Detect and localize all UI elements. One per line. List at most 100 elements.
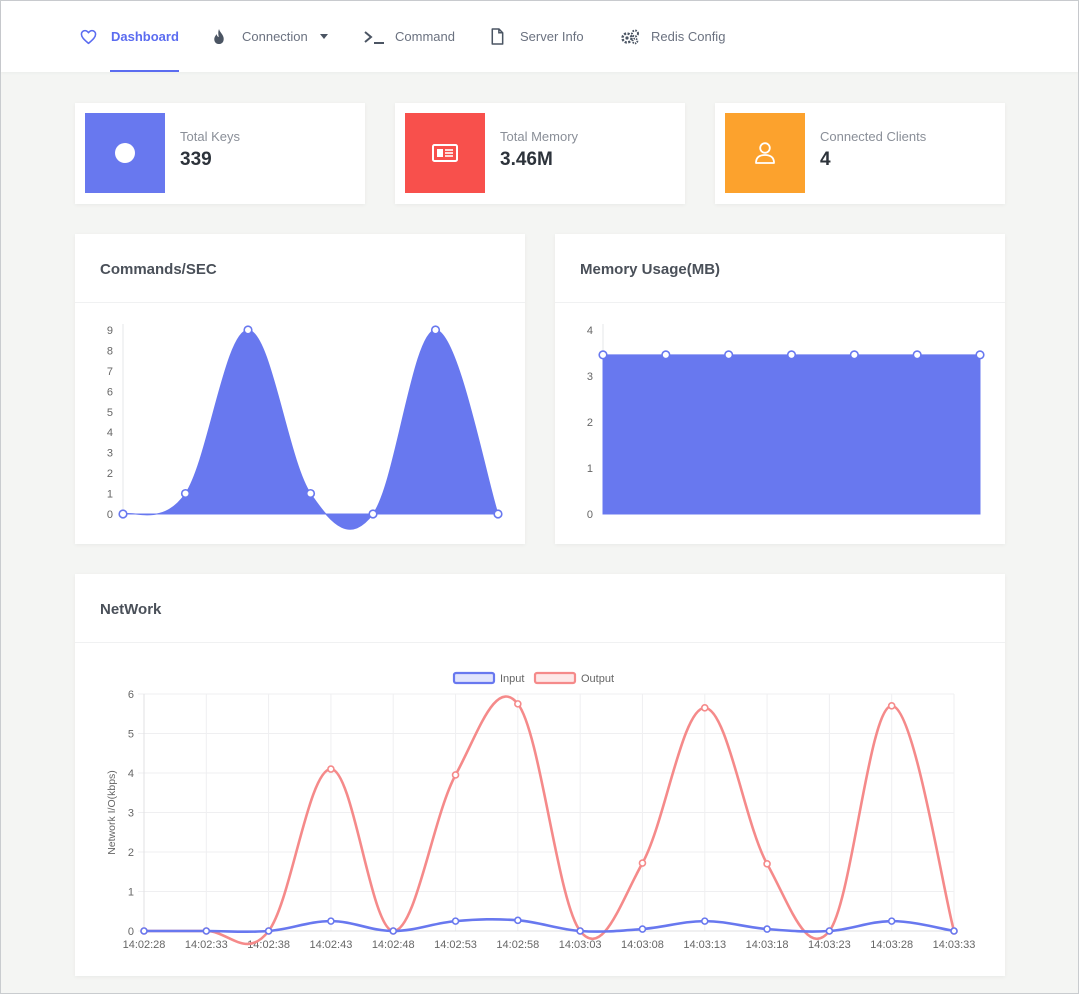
stat-icon-box xyxy=(85,113,165,193)
nav-dashboard[interactable]: Dashboard xyxy=(79,1,179,72)
flame-icon xyxy=(210,28,228,46)
commands-area xyxy=(122,329,499,530)
stat-card-total-keys: Total Keys 339 xyxy=(75,103,365,204)
heart-icon xyxy=(79,28,97,46)
x-tick-label: 14:02:48 xyxy=(372,939,415,951)
y-tick-label: 7 xyxy=(107,366,113,378)
legend-swatch xyxy=(533,671,577,685)
user-icon xyxy=(755,142,775,164)
data-point xyxy=(368,509,378,519)
data-point xyxy=(825,927,834,935)
data-point xyxy=(638,859,647,867)
y-tick-label: 6 xyxy=(128,689,134,701)
nav-connection-label: Connection xyxy=(242,29,308,44)
nav-redis-config[interactable]: Redis Config xyxy=(620,1,725,72)
nav-command[interactable]: Command xyxy=(363,1,455,72)
y-tick-label: 5 xyxy=(128,729,134,741)
data-point xyxy=(451,771,460,779)
data-point xyxy=(202,927,211,935)
data-point xyxy=(700,917,709,925)
data-point xyxy=(661,350,671,360)
stat-label: Total Memory xyxy=(500,129,579,144)
data-point xyxy=(264,927,273,935)
data-point xyxy=(849,350,859,360)
data-point xyxy=(887,702,896,710)
stat-icon-box xyxy=(725,113,805,193)
stat-value: 3.46M xyxy=(500,149,553,170)
data-point xyxy=(598,350,608,360)
network-chart-card: NetWork 14:02:28 14:02:33 14:02:38 14:02:43… xyxy=(75,574,1005,976)
x-tick-label: 14:03:33 xyxy=(933,939,976,951)
commands-chart: 0 1 2 3 4 5 6 7 8 9 xyxy=(107,324,503,530)
y-tick-label: 2 xyxy=(128,847,134,859)
data-point xyxy=(451,917,460,925)
data-point xyxy=(389,927,398,935)
y-tick-label: 3 xyxy=(107,448,113,460)
memory-icon xyxy=(432,144,458,162)
stat-card-total-memory: Total Memory 3.46M xyxy=(395,103,685,204)
data-point xyxy=(493,509,503,519)
x-tick-label: 14:02:58 xyxy=(496,939,539,951)
data-point xyxy=(576,927,584,935)
chevron-down-icon xyxy=(319,34,328,39)
y-tick-label: 1 xyxy=(587,463,593,475)
y-tick-label: 4 xyxy=(587,325,593,337)
memory-chart: 0 1 2 3 4 xyxy=(587,324,985,521)
card-divider xyxy=(555,302,1005,303)
data-point xyxy=(514,916,522,925)
stat-card-connected-clients: Connected Clients 4 xyxy=(715,103,1005,204)
stat-value: 4 xyxy=(820,149,831,170)
x-tick-label: 14:02:53 xyxy=(434,939,477,951)
network-chart: 14:02:28 14:02:33 14:02:38 14:02:43 14:02:48… xyxy=(106,671,976,951)
stat-label: Total Keys xyxy=(180,129,240,144)
data-point xyxy=(180,488,191,499)
x-tick-label: 14:03:03 xyxy=(559,939,602,951)
data-point xyxy=(700,704,709,712)
data-point xyxy=(950,927,958,935)
legend-label: Output xyxy=(581,673,614,685)
chart-title: NetWork xyxy=(100,601,162,618)
commands-chart-card: Commands/SEC 0 1 2 3 4 5 6 7 8 9 xyxy=(75,234,525,544)
y-tick-label: 4 xyxy=(107,427,113,439)
data-point xyxy=(140,927,148,935)
nav-server-info[interactable]: Server Info xyxy=(488,1,584,72)
chart-title: Memory Usage(MB) xyxy=(580,261,721,278)
y-tick-label: 0 xyxy=(587,509,593,521)
y-tick-label: 6 xyxy=(107,386,113,398)
card-divider xyxy=(75,642,1005,643)
y-tick-label: 0 xyxy=(128,926,134,938)
data-point xyxy=(786,350,797,360)
x-tick-label: 14:02:28 xyxy=(123,939,166,951)
nav-redis-config-label: Redis Config xyxy=(651,29,726,44)
card-divider xyxy=(75,302,525,303)
data-point xyxy=(430,325,441,335)
memory-chart-card: Memory Usage(MB) 0 1 2 3 4 xyxy=(555,234,1005,544)
y-tick-label: 2 xyxy=(587,417,593,429)
x-tick-label: 14:03:23 xyxy=(808,939,851,951)
y-tick-label: 8 xyxy=(107,345,113,357)
y-tick-label: 1 xyxy=(107,489,113,501)
data-point xyxy=(638,925,647,933)
data-point xyxy=(887,917,896,925)
nav-connection[interactable]: Connection xyxy=(210,1,328,72)
terminal-icon xyxy=(363,28,385,46)
y-tick-label: 0 xyxy=(107,509,113,521)
gears-icon xyxy=(620,28,640,46)
nav-command-label: Command xyxy=(395,29,455,44)
y-axis-label: Network I/O(kbps) xyxy=(106,770,118,855)
x-tick-label: 14:03:08 xyxy=(621,939,664,951)
x-tick-label: 14:02:38 xyxy=(247,939,290,951)
data-point xyxy=(763,860,771,868)
x-tick-label: 14:02:33 xyxy=(185,939,228,951)
legend-label: Input xyxy=(500,673,524,685)
y-tick-label: 3 xyxy=(128,808,134,820)
circle-icon xyxy=(115,143,135,163)
data-point xyxy=(912,350,922,360)
data-point xyxy=(243,325,253,335)
data-point xyxy=(975,350,985,360)
file-icon xyxy=(488,28,506,46)
data-point xyxy=(763,925,771,933)
data-point xyxy=(514,700,522,708)
data-point xyxy=(305,488,316,499)
top-navigation: Dashboard Connection Command Server Info… xyxy=(1,1,1078,72)
